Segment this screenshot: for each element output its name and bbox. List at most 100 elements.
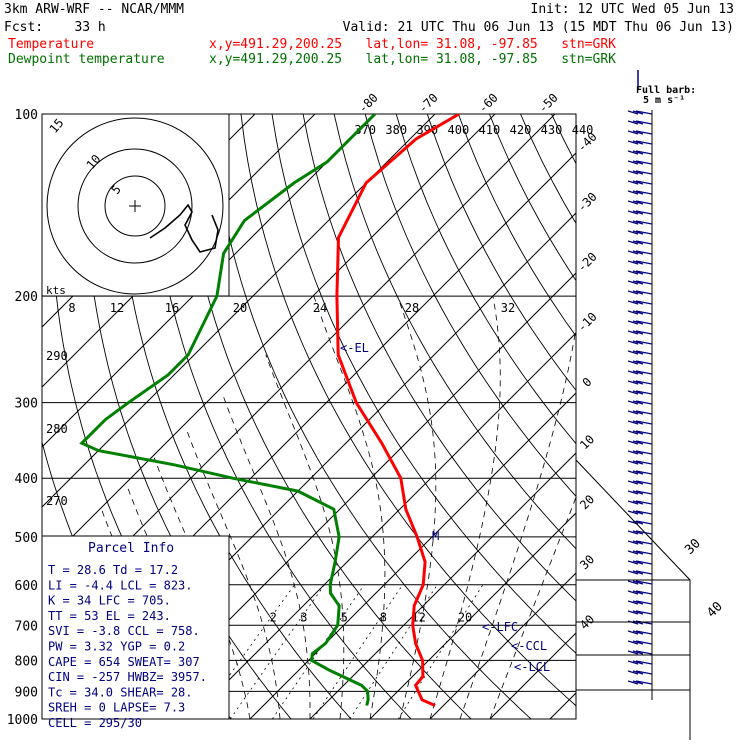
parcel-info-row: Tc = 34.0 SHEAR= 28.	[48, 685, 193, 699]
dry-adiabat-line	[210, 114, 545, 732]
temperature-tick-label: -20	[575, 250, 600, 275]
moist-adiabat-line	[460, 296, 581, 719]
wind-barb-icon	[628, 131, 652, 134]
mixing-ratio-label: 3	[300, 610, 307, 624]
pressure-label: 900	[15, 685, 38, 700]
hodograph-axis-label: 32	[501, 301, 515, 315]
wind-barb-icon	[628, 541, 652, 544]
isotherm-line	[490, 114, 740, 719]
wind-barb-icon	[628, 611, 652, 614]
temperature-tick-label: -80	[356, 91, 381, 116]
wind-barb-icon	[628, 451, 652, 454]
dry-adiabat-line	[676, 114, 740, 732]
theta-e-label: 270	[46, 494, 68, 508]
wind-barb-icon	[628, 631, 652, 634]
wind-barb-icon	[628, 561, 652, 564]
hodograph-axis-label: 8	[68, 301, 75, 315]
wind-barb-icon	[628, 321, 652, 324]
wind-barb-icon	[628, 261, 652, 264]
wind-barb-icon	[628, 581, 652, 584]
pressure-label: 300	[15, 397, 38, 412]
theta-label: 440	[572, 123, 594, 137]
theta-label: 400	[448, 123, 470, 137]
wind-barb-icon	[628, 391, 652, 394]
wind-barb-icon	[628, 281, 652, 284]
forecast-hour: Fcst: 33 h	[4, 20, 106, 35]
wind-barb-icon	[628, 661, 652, 664]
wind-barb-icon	[628, 401, 652, 404]
valid-time: Valid: 21 UTC Thu 06 Jun 13 (15 MDT Thu …	[343, 20, 734, 35]
parcel-info-row: PW = 3.32 YGP = 0.2	[48, 640, 185, 654]
temperature-legend: Temperature	[8, 37, 94, 52]
wind-barb-icon	[628, 431, 652, 434]
hodograph-axis-label: 24	[313, 301, 327, 315]
pressure-label: 500	[15, 531, 38, 546]
pressure-label: 800	[15, 654, 38, 669]
wind-barb-icon	[628, 241, 652, 244]
parcel-info-row: TT = 53 EL = 243.	[48, 609, 171, 623]
temperature-tick-label: -30	[575, 190, 600, 215]
dry-adiabat-line	[521, 114, 740, 732]
dewpoint-legend: Dewpoint temperature	[8, 52, 165, 67]
wind-barbs	[628, 110, 652, 700]
dewpoint-location: x,y=491.29,200.25 lat,lon= 31.08, -97.85…	[209, 52, 616, 67]
isotherm-line	[370, 114, 740, 719]
dry-adiabat-line	[272, 114, 667, 732]
wind-barb-icon	[628, 521, 652, 524]
temperature-tick-label: -60	[476, 91, 501, 116]
wind-barb-icon	[628, 221, 652, 224]
parcel-info-row: T = 28.6 Td = 17.2	[48, 563, 178, 577]
sounding-annotation: M	[432, 529, 439, 543]
wind-barb-icon	[628, 571, 652, 574]
hodograph-axis-label: 16	[165, 301, 179, 315]
theta-e-label: 280	[46, 422, 68, 436]
sounding-annotation: <-EL	[340, 341, 369, 355]
pressure-label: 200	[15, 290, 38, 305]
parcel-info-row: SVI = -3.8 CCL = 758.	[48, 624, 200, 638]
mixing-ratio-line	[272, 585, 364, 719]
temperature-tick-label: 0	[580, 375, 595, 390]
barb-legend-line2: 5 m s⁻¹	[643, 95, 685, 106]
theta-label: 390	[416, 123, 438, 137]
wind-barb-icon	[628, 601, 652, 604]
isotherm-line	[310, 114, 740, 719]
dry-adiabat-line	[583, 114, 740, 732]
isotherm-line	[190, 114, 740, 719]
dry-adiabat-line	[458, 114, 740, 732]
wind-barb-icon	[628, 141, 652, 144]
wind-barb-icon	[628, 641, 652, 644]
wind-barb-icon	[628, 411, 652, 414]
temperature-tick-label: 30	[577, 552, 597, 572]
wind-barb-icon	[628, 341, 652, 344]
pressure-label: 400	[15, 472, 38, 487]
wind-barb-icon	[628, 491, 652, 494]
wind-barb-icon	[628, 471, 652, 474]
wind-barb-icon	[628, 331, 652, 334]
wind-barb-icon	[628, 461, 652, 464]
wind-barb-icon	[628, 181, 652, 184]
mixing-ratio-label: 8	[380, 610, 387, 624]
wind-barb-icon	[628, 551, 652, 554]
pressure-label: 600	[15, 579, 38, 594]
sounding-annotation: <-CCL	[511, 639, 547, 653]
mixing-ratio-label: 5	[341, 610, 348, 624]
moist-adiabat-line	[314, 296, 385, 719]
theta-e-label: 290	[46, 349, 68, 363]
temperature-tick-label: -70	[416, 91, 441, 116]
wind-barb-icon	[628, 481, 652, 484]
wind-barb-icon	[628, 381, 652, 384]
wind-barb-icon	[628, 121, 652, 124]
moist-adiabat-line	[490, 296, 649, 719]
parcel-info-row: K = 34 LFC = 705.	[48, 594, 171, 608]
theta-label: 430	[541, 123, 563, 137]
wind-barb-icon	[628, 501, 652, 504]
mixing-ratio-line	[398, 585, 483, 719]
wind-barb-icon	[628, 351, 652, 354]
wind-barb-icon	[628, 441, 652, 444]
dry-adiabat-line	[365, 114, 740, 732]
temperature-tick-label: 20	[577, 492, 597, 512]
hodograph-axis-label: 12	[110, 301, 124, 315]
wind-barb-icon	[628, 651, 652, 654]
